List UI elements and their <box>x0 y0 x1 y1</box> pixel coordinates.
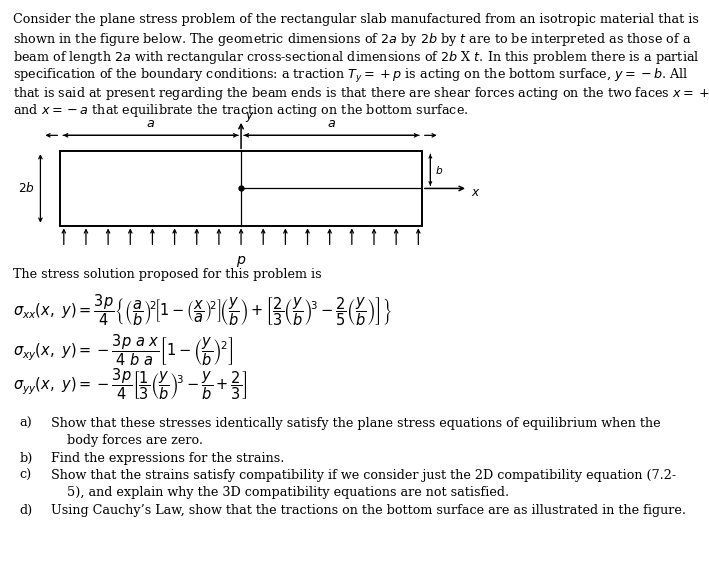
Text: $a$: $a$ <box>327 116 336 130</box>
Text: Using Cauchy’s Law, show that the tractions on the bottom surface are as illustr: Using Cauchy’s Law, show that the tracti… <box>51 504 686 517</box>
Text: Consider the plane stress problem of the rectangular slab manufactured from an i: Consider the plane stress problem of the… <box>13 13 698 26</box>
Text: $\sigma_{yy}(x,\ y) = -\dfrac{3p}{4}\left[\dfrac{1}{3}\left(\dfrac{y}{b}\right)^: $\sigma_{yy}(x,\ y) = -\dfrac{3p}{4}\lef… <box>13 367 247 402</box>
Text: $y$: $y$ <box>245 110 255 124</box>
Text: d): d) <box>20 504 33 517</box>
Text: The stress solution proposed for this problem is: The stress solution proposed for this pr… <box>13 268 321 282</box>
Text: $b$: $b$ <box>435 164 443 176</box>
Text: Show that these stresses identically satisfy the plane stress equations of equil: Show that these stresses identically sat… <box>51 417 661 430</box>
Text: 5), and explain why the 3D compatibility equations are not satisfied.: 5), and explain why the 3D compatibility… <box>51 486 509 500</box>
Text: $2b$: $2b$ <box>18 182 35 195</box>
Text: and $x = -a$ that equilibrate the traction acting on the bottom surface.: and $x = -a$ that equilibrate the tracti… <box>13 103 468 119</box>
Text: beam of length $2a$ with rectangular cross-sectional dimensions of $2b$ X $t$. I: beam of length $2a$ with rectangular cro… <box>13 49 699 66</box>
Text: shown in the figure below. The geometric dimensions of $2a$ by $2b$ by $t$ are t: shown in the figure below. The geometric… <box>13 30 691 47</box>
Text: a): a) <box>20 417 33 430</box>
Text: $\sigma_{xx}(x,\ y) = \dfrac{3p}{4} \left\{ \left(\dfrac{a}{b}\right)^{\!2}\!\le: $\sigma_{xx}(x,\ y) = \dfrac{3p}{4} \lef… <box>13 292 392 328</box>
Text: body forces are zero.: body forces are zero. <box>51 434 203 447</box>
Text: specification of the boundary conditions: a traction $T_y = +p$ is acting on the: specification of the boundary conditions… <box>13 67 688 85</box>
Text: c): c) <box>20 469 32 482</box>
Text: Show that the strains satisfy compatibility if we consider just the 2D compatibi: Show that the strains satisfy compatibil… <box>51 469 676 482</box>
Text: $x$: $x$ <box>471 187 481 199</box>
Text: $a$: $a$ <box>146 116 155 130</box>
Text: $\sigma_{xy}(x,\ y) = -\dfrac{3p\ a\ x}{4\ b\ a}\left[1 - \left(\dfrac{y}{b}\rig: $\sigma_{xy}(x,\ y) = -\dfrac{3p\ a\ x}{… <box>13 332 233 368</box>
Text: $p$: $p$ <box>236 254 246 269</box>
Text: Find the expressions for the strains.: Find the expressions for the strains. <box>51 452 284 465</box>
Text: that is said at present regarding the beam ends is that there are shear forces a: that is said at present regarding the be… <box>13 85 709 102</box>
Text: b): b) <box>20 452 33 465</box>
